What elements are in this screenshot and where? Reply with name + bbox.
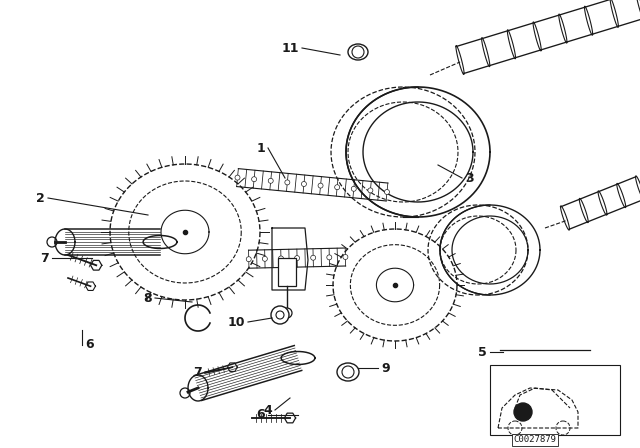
Text: 5: 5 — [478, 345, 487, 358]
Circle shape — [262, 256, 268, 261]
Circle shape — [342, 366, 354, 378]
Circle shape — [318, 183, 323, 188]
Text: 6: 6 — [257, 409, 265, 422]
Text: 1: 1 — [256, 142, 265, 155]
Text: 7: 7 — [193, 366, 202, 379]
Text: C0027879: C0027879 — [513, 435, 557, 444]
Circle shape — [47, 237, 57, 247]
Circle shape — [343, 254, 348, 259]
Circle shape — [268, 178, 273, 183]
Circle shape — [271, 306, 289, 324]
Circle shape — [235, 175, 240, 180]
Circle shape — [278, 256, 284, 261]
Circle shape — [285, 180, 290, 185]
Text: 9: 9 — [381, 362, 390, 375]
Circle shape — [301, 181, 307, 186]
Circle shape — [327, 255, 332, 260]
Circle shape — [282, 308, 292, 318]
Circle shape — [294, 256, 300, 261]
Circle shape — [368, 188, 373, 193]
Text: 3: 3 — [465, 172, 474, 185]
Ellipse shape — [337, 363, 359, 381]
Text: 7: 7 — [40, 251, 49, 264]
Text: 10: 10 — [227, 315, 245, 328]
Bar — [490, 365, 620, 435]
Circle shape — [310, 255, 316, 260]
Circle shape — [351, 186, 356, 191]
Text: 2: 2 — [36, 191, 45, 204]
Circle shape — [246, 257, 252, 262]
Circle shape — [514, 403, 532, 421]
Text: 6: 6 — [85, 339, 93, 352]
Circle shape — [385, 190, 390, 194]
Text: 8: 8 — [143, 292, 152, 305]
Circle shape — [180, 388, 190, 398]
Circle shape — [335, 185, 340, 190]
Ellipse shape — [348, 44, 368, 60]
Text: 11: 11 — [282, 42, 299, 55]
Circle shape — [252, 177, 257, 182]
Text: 4: 4 — [263, 404, 272, 417]
Circle shape — [352, 46, 364, 58]
Circle shape — [276, 311, 284, 319]
Bar — [278, 258, 296, 286]
